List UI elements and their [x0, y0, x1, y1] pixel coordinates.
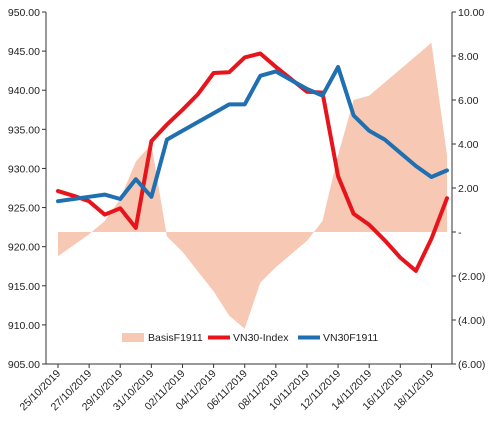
- left-tick-label: 905.00: [8, 359, 40, 371]
- series-line-vn30f1911: [56, 65, 449, 204]
- right-tick-label: 4.00: [458, 139, 479, 151]
- legend-label-vn30f1911: VN30F1911: [323, 332, 378, 344]
- left-tick-label: 910.00: [8, 320, 40, 332]
- right-tick-label: -: [458, 227, 462, 239]
- right-tick-label: 2.00: [458, 183, 479, 195]
- legend-swatch-basis: [122, 333, 144, 342]
- basis-area-layer: [58, 42, 447, 329]
- legend: BasisF1911 VN30-Index VN30F1911: [122, 332, 378, 344]
- left-tick-label: 945.00: [8, 46, 40, 58]
- legend-label-basis: BasisF1911: [148, 332, 203, 344]
- right-tick-label: (2.00): [458, 271, 485, 283]
- left-tick-label: 935.00: [8, 124, 40, 136]
- left-axis-ticks: 905.00 910.00 915.00 920.00 925.00 930.00 935.…: [8, 7, 46, 371]
- left-tick-label: 920.00: [8, 242, 40, 254]
- right-tick-label: (4.00): [458, 315, 485, 327]
- legend-label-vn30-index: VN30-Index: [233, 332, 289, 344]
- left-tick-label: 925.00: [8, 203, 40, 215]
- right-axis-ticks: (6.00) (4.00) (2.00) - 2.00 4.00 6.00 8.00 10.00: [452, 7, 485, 371]
- right-tick-label: 10.00: [458, 7, 484, 19]
- x-axis-ticks: 25/10/201927/10/201929/10/201931/10/2019…: [17, 364, 437, 413]
- series-line-vn30-index: [56, 51, 449, 273]
- right-tick-label: 8.00: [458, 51, 479, 63]
- line-layer: [56, 51, 449, 273]
- right-tick-label: 6.00: [458, 95, 479, 107]
- left-tick-label: 915.00: [8, 281, 40, 293]
- left-tick-label: 940.00: [8, 85, 40, 97]
- left-tick-label: 950.00: [8, 7, 40, 19]
- series-area-basisf1911: [58, 42, 447, 329]
- left-tick-label: 930.00: [8, 163, 40, 175]
- right-tick-label: (6.00): [458, 359, 485, 371]
